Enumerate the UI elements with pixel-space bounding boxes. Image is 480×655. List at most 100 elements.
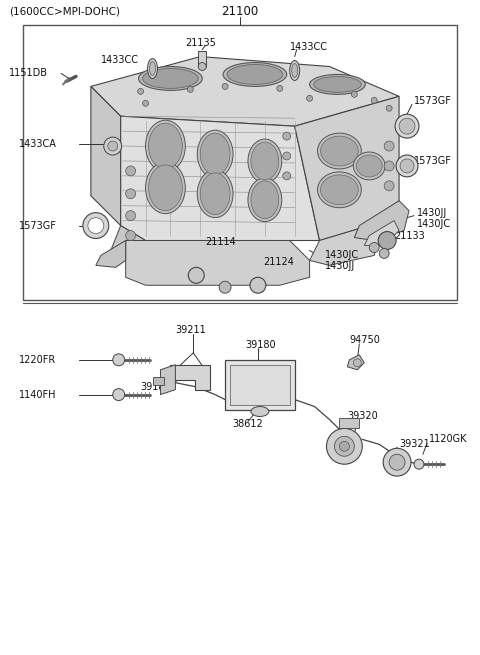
- Circle shape: [143, 100, 148, 106]
- Text: 21135: 21135: [185, 37, 216, 48]
- Ellipse shape: [313, 77, 361, 92]
- Ellipse shape: [251, 407, 269, 417]
- Bar: [339, 419, 360, 428]
- Polygon shape: [295, 96, 399, 240]
- Circle shape: [113, 388, 125, 401]
- Ellipse shape: [145, 121, 185, 172]
- Circle shape: [283, 132, 291, 140]
- Polygon shape: [96, 240, 126, 267]
- Text: 1573GF: 1573GF: [414, 156, 452, 166]
- Bar: [153, 377, 165, 384]
- Polygon shape: [111, 225, 145, 261]
- Circle shape: [339, 441, 349, 451]
- Circle shape: [198, 62, 206, 71]
- Circle shape: [384, 141, 394, 151]
- Text: 1140FH: 1140FH: [19, 390, 57, 400]
- Circle shape: [378, 232, 396, 250]
- Text: 21100: 21100: [221, 5, 259, 18]
- Ellipse shape: [292, 64, 298, 77]
- Text: 1430JJ: 1430JJ: [417, 208, 447, 217]
- Text: 1573GF: 1573GF: [19, 221, 57, 231]
- Ellipse shape: [248, 178, 282, 221]
- Circle shape: [187, 86, 193, 92]
- Text: 21124: 21124: [263, 257, 294, 267]
- Ellipse shape: [318, 133, 361, 169]
- Circle shape: [88, 217, 104, 234]
- Ellipse shape: [251, 142, 279, 180]
- Text: 1573GF: 1573GF: [414, 96, 452, 106]
- Circle shape: [126, 166, 136, 176]
- Polygon shape: [170, 365, 210, 390]
- Ellipse shape: [321, 136, 358, 166]
- Text: 39321: 39321: [399, 440, 430, 449]
- Text: 39211: 39211: [175, 325, 206, 335]
- Ellipse shape: [148, 123, 182, 169]
- Circle shape: [400, 159, 414, 173]
- Circle shape: [104, 137, 122, 155]
- Circle shape: [108, 141, 118, 151]
- Text: 1433CA: 1433CA: [19, 139, 57, 149]
- Circle shape: [138, 88, 144, 94]
- Circle shape: [353, 359, 361, 367]
- Circle shape: [369, 242, 379, 252]
- Ellipse shape: [321, 175, 358, 205]
- Text: 1151DB: 1151DB: [9, 69, 48, 79]
- Ellipse shape: [139, 67, 202, 90]
- Circle shape: [222, 83, 228, 89]
- Text: 38612: 38612: [232, 419, 263, 430]
- Circle shape: [283, 152, 291, 160]
- Circle shape: [383, 448, 411, 476]
- Polygon shape: [91, 56, 399, 126]
- Text: 1220FR: 1220FR: [19, 355, 57, 365]
- Circle shape: [83, 213, 109, 238]
- Circle shape: [307, 96, 312, 102]
- Text: 39320: 39320: [348, 411, 378, 421]
- Ellipse shape: [353, 152, 385, 180]
- Ellipse shape: [197, 130, 233, 178]
- Text: (1600CC>MPI-DOHC): (1600CC>MPI-DOHC): [9, 7, 120, 17]
- Circle shape: [351, 92, 357, 98]
- Ellipse shape: [248, 139, 282, 183]
- Ellipse shape: [200, 133, 230, 175]
- Ellipse shape: [143, 69, 198, 88]
- Circle shape: [386, 105, 392, 111]
- Circle shape: [396, 155, 418, 177]
- Polygon shape: [120, 116, 320, 240]
- Circle shape: [384, 181, 394, 191]
- Text: 1430JC: 1430JC: [324, 250, 359, 261]
- Ellipse shape: [251, 181, 279, 219]
- Ellipse shape: [310, 75, 365, 94]
- Text: 21133: 21133: [394, 231, 425, 240]
- Circle shape: [326, 428, 362, 464]
- Bar: [230, 365, 290, 405]
- Circle shape: [379, 248, 389, 259]
- Text: 1430JJ: 1430JJ: [324, 261, 355, 271]
- Ellipse shape: [147, 58, 157, 79]
- Ellipse shape: [290, 60, 300, 81]
- Ellipse shape: [356, 155, 382, 177]
- Text: 39180: 39180: [245, 340, 276, 350]
- Polygon shape: [126, 240, 310, 285]
- Circle shape: [250, 277, 266, 293]
- Polygon shape: [91, 86, 120, 225]
- Bar: [23, 25, 457, 300]
- Polygon shape: [310, 225, 379, 265]
- Text: 1120GK: 1120GK: [429, 434, 468, 444]
- Polygon shape: [364, 221, 399, 246]
- Bar: [198, 50, 206, 67]
- Circle shape: [371, 98, 377, 103]
- Text: 39181: 39181: [141, 382, 171, 392]
- Ellipse shape: [227, 65, 283, 84]
- Circle shape: [113, 354, 125, 365]
- Ellipse shape: [200, 173, 230, 215]
- Polygon shape: [160, 365, 175, 394]
- Text: 1430JC: 1430JC: [417, 219, 451, 229]
- Ellipse shape: [145, 162, 185, 214]
- Circle shape: [219, 281, 231, 293]
- Circle shape: [283, 172, 291, 180]
- Ellipse shape: [148, 165, 182, 211]
- Circle shape: [277, 85, 283, 92]
- Circle shape: [188, 267, 204, 283]
- Circle shape: [126, 189, 136, 198]
- Polygon shape: [354, 200, 409, 240]
